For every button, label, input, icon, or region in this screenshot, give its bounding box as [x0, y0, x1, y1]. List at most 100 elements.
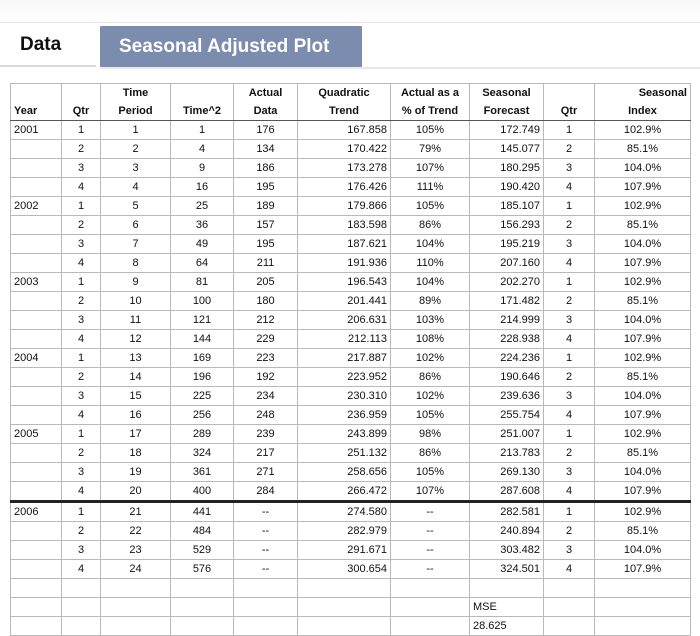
actual-data-cell[interactable]: -- [233, 501, 298, 522]
qtr-2-cell[interactable]: 4 [543, 329, 595, 349]
seasonal-forecast-cell[interactable]: 195.219 [469, 234, 544, 254]
pct-of-trend-cell[interactable]: 86% [390, 443, 470, 463]
year-cell[interactable] [10, 291, 62, 311]
time-squared-cell[interactable]: 16 [170, 177, 234, 197]
seasonal-forecast-cell[interactable]: 239.636 [469, 386, 544, 406]
mse-value[interactable]: 28.625 [469, 616, 544, 636]
actual-data-cell[interactable]: 157 [233, 215, 298, 235]
year-cell[interactable] [10, 386, 62, 406]
qtr-cell[interactable]: 2 [61, 521, 101, 541]
empty-cell[interactable] [390, 616, 470, 636]
qtr-2-cell[interactable]: 2 [543, 443, 595, 463]
quadratic-trend-cell[interactable]: 196.543 [297, 272, 391, 292]
time-squared-cell[interactable]: 64 [170, 253, 234, 273]
year-cell[interactable] [10, 559, 62, 579]
empty-cell[interactable] [170, 616, 234, 636]
time-squared-cell[interactable]: 1 [170, 120, 234, 140]
year-cell[interactable] [10, 462, 62, 482]
year-cell[interactable] [10, 521, 62, 541]
time-period-cell[interactable]: 13 [100, 348, 171, 368]
time-period-cell[interactable]: 6 [100, 215, 171, 235]
actual-data-cell[interactable]: 248 [233, 405, 298, 425]
pct-of-trend-cell[interactable]: 102% [390, 386, 470, 406]
seasonal-forecast-cell[interactable]: 324.501 [469, 559, 544, 579]
qtr-cell[interactable]: 4 [61, 481, 101, 503]
time-squared-cell[interactable]: 400 [170, 481, 234, 503]
actual-data-cell[interactable]: 223 [233, 348, 298, 368]
actual-data-cell[interactable]: 176 [233, 120, 298, 140]
actual-data-cell[interactable]: 186 [233, 158, 298, 178]
year-cell[interactable] [10, 405, 62, 425]
time-squared-cell[interactable]: 196 [170, 367, 234, 387]
pct-of-trend-cell[interactable]: 98% [390, 424, 470, 444]
seasonal-index-cell[interactable]: 107.9% [594, 177, 691, 197]
time-squared-cell[interactable]: 361 [170, 462, 234, 482]
time-period-cell[interactable]: 20 [100, 481, 171, 503]
seasonal-forecast-cell[interactable]: 180.295 [469, 158, 544, 178]
quadratic-trend-cell[interactable]: 206.631 [297, 310, 391, 330]
actual-data-cell[interactable]: 234 [233, 386, 298, 406]
seasonal-index-cell[interactable]: 85.1% [594, 215, 691, 235]
qtr-cell[interactable]: 1 [61, 501, 101, 522]
seasonal-forecast-cell[interactable]: 185.107 [469, 196, 544, 216]
mse-label[interactable]: MSE [469, 597, 544, 617]
empty-cell[interactable] [100, 597, 171, 617]
tab-data[interactable]: Data [0, 23, 96, 67]
seasonal-forecast-cell[interactable]: 202.270 [469, 272, 544, 292]
time-period-cell[interactable]: 5 [100, 196, 171, 216]
quadratic-trend-cell[interactable]: 243.899 [297, 424, 391, 444]
seasonal-forecast-cell[interactable]: 240.894 [469, 521, 544, 541]
seasonal-index-cell[interactable]: 107.9% [594, 405, 691, 425]
seasonal-index-cell[interactable]: 104.0% [594, 234, 691, 254]
year-cell[interactable]: 2005 [10, 424, 62, 444]
seasonal-index-cell[interactable]: 104.0% [594, 158, 691, 178]
tab-seasonal-adjusted-plot[interactable]: Seasonal Adjusted Plot [100, 26, 362, 67]
qtr-2-cell[interactable]: 1 [543, 501, 595, 522]
qtr-2-cell[interactable]: 3 [543, 310, 595, 330]
qtr-2-cell[interactable]: 3 [543, 234, 595, 254]
year-cell[interactable] [10, 158, 62, 178]
empty-cell[interactable] [61, 616, 101, 636]
qtr-2-cell[interactable]: 1 [543, 348, 595, 368]
time-squared-cell[interactable]: 36 [170, 215, 234, 235]
pct-of-trend-cell[interactable]: 105% [390, 405, 470, 425]
time-period-cell[interactable]: 23 [100, 540, 171, 560]
seasonal-index-cell[interactable]: 104.0% [594, 310, 691, 330]
pct-of-trend-cell[interactable]: 102% [390, 348, 470, 368]
quadratic-trend-cell[interactable]: 217.887 [297, 348, 391, 368]
actual-data-cell[interactable]: 192 [233, 367, 298, 387]
seasonal-forecast-cell[interactable]: 214.999 [469, 310, 544, 330]
time-period-cell[interactable]: 24 [100, 559, 171, 579]
actual-data-cell[interactable]: -- [233, 521, 298, 541]
actual-data-cell[interactable]: 212 [233, 310, 298, 330]
empty-cell[interactable] [297, 578, 391, 598]
qtr-2-cell[interactable]: 4 [543, 559, 595, 579]
quadratic-trend-cell[interactable]: 170.422 [297, 139, 391, 159]
year-cell[interactable] [10, 310, 62, 330]
quadratic-trend-cell[interactable]: 201.441 [297, 291, 391, 311]
time-period-cell[interactable]: 18 [100, 443, 171, 463]
empty-cell[interactable] [297, 597, 391, 617]
year-cell[interactable] [10, 139, 62, 159]
quadratic-trend-cell[interactable]: 251.132 [297, 443, 391, 463]
time-period-cell[interactable]: 4 [100, 177, 171, 197]
empty-cell[interactable] [390, 578, 470, 598]
seasonal-forecast-cell[interactable]: 213.783 [469, 443, 544, 463]
time-period-cell[interactable]: 12 [100, 329, 171, 349]
qtr-cell[interactable]: 2 [61, 215, 101, 235]
year-cell[interactable]: 2001 [10, 120, 62, 140]
pct-of-trend-cell[interactable]: 89% [390, 291, 470, 311]
qtr-cell[interactable]: 3 [61, 462, 101, 482]
pct-of-trend-cell[interactable]: -- [390, 521, 470, 541]
time-period-cell[interactable]: 3 [100, 158, 171, 178]
pct-of-trend-cell[interactable]: -- [390, 501, 470, 522]
empty-cell[interactable] [10, 578, 62, 598]
time-period-cell[interactable]: 19 [100, 462, 171, 482]
time-period-cell[interactable]: 1 [100, 120, 171, 140]
empty-cell[interactable] [297, 616, 391, 636]
seasonal-forecast-cell[interactable]: 171.482 [469, 291, 544, 311]
empty-cell[interactable] [543, 578, 595, 598]
pct-of-trend-cell[interactable]: 86% [390, 367, 470, 387]
actual-data-cell[interactable]: 211 [233, 253, 298, 273]
seasonal-forecast-cell[interactable]: 287.608 [469, 481, 544, 503]
